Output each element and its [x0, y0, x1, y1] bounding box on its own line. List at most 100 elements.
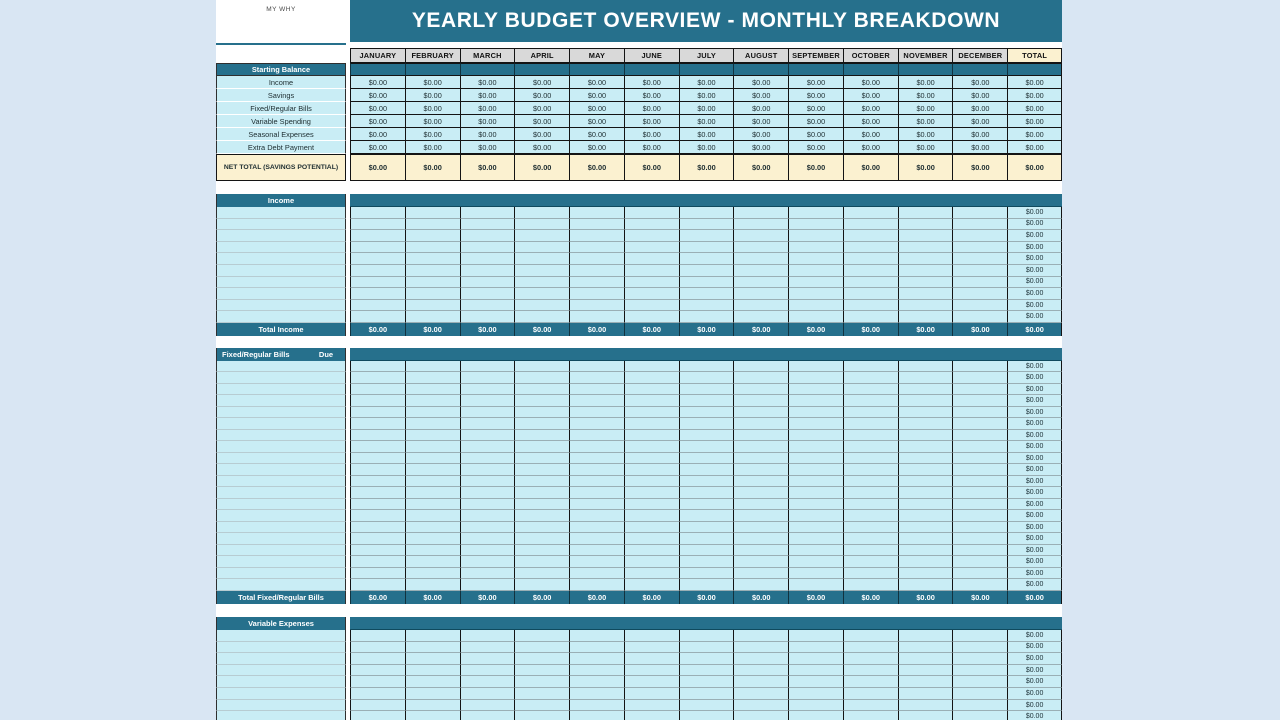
entry-month-cell[interactable] — [678, 372, 734, 384]
entry-month-cell[interactable] — [842, 253, 898, 265]
entry-month-cell[interactable] — [514, 653, 570, 665]
entry-month-cell[interactable] — [788, 207, 843, 219]
entry-month-cell[interactable] — [404, 441, 460, 453]
entry-label-cell[interactable] — [216, 218, 346, 231]
entry-month-cell[interactable] — [404, 429, 460, 442]
entry-month-cell[interactable] — [733, 429, 789, 442]
entry-month-cell[interactable] — [733, 383, 789, 396]
entry-month-cell[interactable] — [842, 299, 898, 312]
entry-month-cell[interactable] — [733, 241, 789, 254]
entry-month-cell[interactable] — [514, 711, 570, 720]
entry-month-cell[interactable] — [788, 711, 843, 720]
entry-month-cell[interactable] — [788, 311, 843, 323]
entry-month-cell[interactable] — [842, 641, 898, 654]
entry-month-cell[interactable] — [678, 207, 734, 219]
entry-month-cell[interactable] — [459, 567, 515, 580]
entry-month-cell[interactable] — [623, 241, 679, 254]
entry-month-cell[interactable] — [404, 418, 460, 430]
entry-month-cell[interactable] — [842, 218, 898, 231]
entry-month-cell[interactable] — [569, 641, 624, 654]
entry-month-cell[interactable] — [678, 487, 734, 499]
entry-month-cell[interactable] — [404, 383, 460, 396]
entry-month-cell[interactable] — [623, 664, 679, 677]
entry-month-cell[interactable] — [459, 653, 515, 665]
entry-month-cell[interactable] — [897, 218, 953, 231]
entry-month-cell[interactable] — [952, 676, 1008, 689]
entry-month-cell[interactable] — [897, 676, 953, 689]
entry-month-cell[interactable] — [459, 406, 515, 419]
entry-month-cell[interactable] — [514, 360, 570, 373]
entry-month-cell[interactable] — [678, 360, 734, 373]
entry-month-cell[interactable] — [623, 475, 679, 488]
entry-label-cell[interactable] — [216, 498, 346, 511]
entry-label-cell[interactable] — [216, 533, 346, 545]
entry-month-cell[interactable] — [404, 567, 460, 580]
entry-month-cell[interactable] — [678, 241, 734, 254]
entry-month-cell[interactable] — [733, 521, 789, 534]
entry-month-cell[interactable] — [569, 567, 624, 580]
entry-month-cell[interactable] — [788, 629, 843, 642]
entry-month-cell[interactable] — [952, 464, 1008, 476]
entry-month-cell[interactable] — [459, 218, 515, 231]
entry-month-cell[interactable] — [733, 711, 789, 720]
entry-label-cell[interactable] — [216, 556, 346, 568]
entry-month-cell[interactable] — [842, 676, 898, 689]
entry-month-cell[interactable] — [897, 288, 953, 300]
entry-month-cell[interactable] — [350, 653, 405, 665]
entry-month-cell[interactable] — [897, 464, 953, 476]
entry-month-cell[interactable] — [733, 699, 789, 712]
entry-month-cell[interactable] — [952, 241, 1008, 254]
entry-month-cell[interactable] — [404, 288, 460, 300]
entry-month-cell[interactable] — [404, 653, 460, 665]
entry-month-cell[interactable] — [897, 299, 953, 312]
entry-month-cell[interactable] — [459, 241, 515, 254]
entry-month-cell[interactable] — [733, 418, 789, 430]
entry-label-cell[interactable] — [216, 475, 346, 488]
entry-month-cell[interactable] — [623, 418, 679, 430]
entry-month-cell[interactable] — [733, 641, 789, 654]
entry-month-cell[interactable] — [514, 395, 570, 407]
entry-month-cell[interactable] — [404, 521, 460, 534]
entry-month-cell[interactable] — [350, 464, 405, 476]
entry-month-cell[interactable] — [404, 641, 460, 654]
entry-month-cell[interactable] — [678, 452, 734, 465]
entry-month-cell[interactable] — [623, 218, 679, 231]
entry-month-cell[interactable] — [678, 276, 734, 289]
entry-month-cell[interactable] — [404, 544, 460, 557]
entry-month-cell[interactable] — [623, 556, 679, 568]
entry-month-cell[interactable] — [788, 241, 843, 254]
entry-month-cell[interactable] — [514, 556, 570, 568]
entry-month-cell[interactable] — [623, 544, 679, 557]
entry-month-cell[interactable] — [788, 699, 843, 712]
entry-month-cell[interactable] — [623, 230, 679, 242]
entry-label-cell[interactable] — [216, 579, 346, 591]
entry-month-cell[interactable] — [350, 441, 405, 453]
entry-month-cell[interactable] — [459, 498, 515, 511]
entry-month-cell[interactable] — [788, 676, 843, 689]
entry-label-cell[interactable] — [216, 711, 346, 720]
entry-month-cell[interactable] — [788, 372, 843, 384]
entry-month-cell[interactable] — [569, 207, 624, 219]
entry-month-cell[interactable] — [842, 418, 898, 430]
entry-month-cell[interactable] — [623, 429, 679, 442]
entry-month-cell[interactable] — [623, 487, 679, 499]
entry-month-cell[interactable] — [678, 395, 734, 407]
entry-month-cell[interactable] — [788, 418, 843, 430]
entry-month-cell[interactable] — [952, 641, 1008, 654]
entry-month-cell[interactable] — [514, 207, 570, 219]
entry-month-cell[interactable] — [842, 429, 898, 442]
entry-month-cell[interactable] — [569, 311, 624, 323]
entry-month-cell[interactable] — [842, 556, 898, 568]
entry-month-cell[interactable] — [678, 521, 734, 534]
entry-label-cell[interactable] — [216, 241, 346, 254]
entry-month-cell[interactable] — [788, 230, 843, 242]
entry-month-cell[interactable] — [569, 383, 624, 396]
entry-month-cell[interactable] — [842, 711, 898, 720]
entry-month-cell[interactable] — [514, 521, 570, 534]
entry-month-cell[interactable] — [678, 510, 734, 522]
entry-month-cell[interactable] — [788, 441, 843, 453]
entry-month-cell[interactable] — [678, 230, 734, 242]
month-header-cell[interactable]: APRIL — [514, 48, 570, 63]
entry-month-cell[interactable] — [569, 487, 624, 499]
entry-month-cell[interactable] — [897, 475, 953, 488]
